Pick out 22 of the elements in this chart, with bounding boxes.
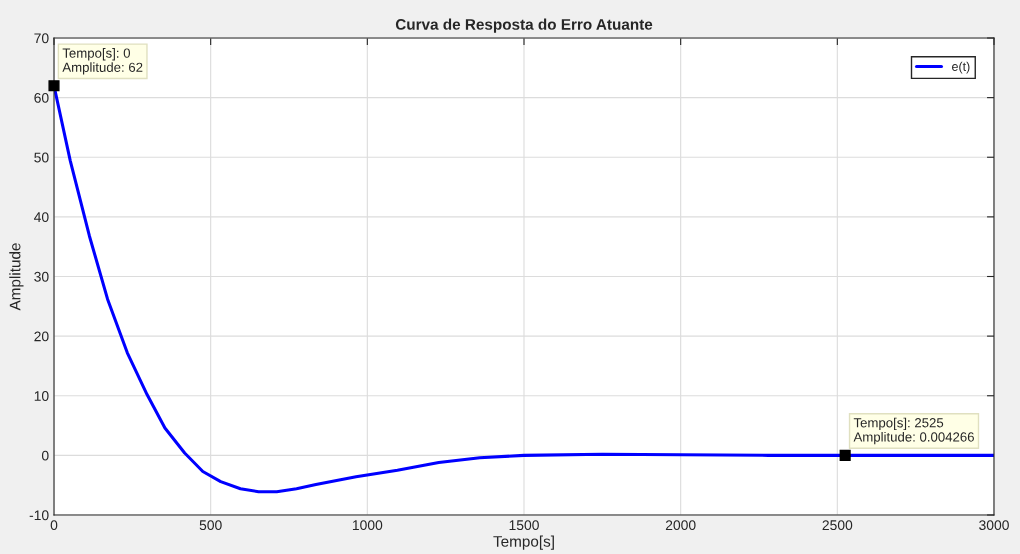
annotation: Tempo[s]: 2525 Amplitude: 0.004266 <box>853 417 974 445</box>
y-axis-title: Amplitude <box>9 243 24 311</box>
y-tick-label: -10 <box>29 510 49 521</box>
y-tick-label: 10 <box>34 391 49 401</box>
legend-label: e(t) <box>952 61 970 74</box>
x-tick-label: 2000 <box>665 520 696 531</box>
x-tick-label: 0 <box>50 520 58 531</box>
x-tick-label: 2500 <box>822 520 853 531</box>
x-tick-label: 500 <box>199 520 222 531</box>
y-tick-label: 50 <box>34 152 49 163</box>
y-tick-label: 30 <box>34 271 49 282</box>
y-tick-label: 40 <box>34 212 49 223</box>
x-axis-title: Tempo[s] <box>493 535 554 550</box>
x-tick-label: 1500 <box>509 520 539 531</box>
y-tick-label: 0 <box>41 450 49 461</box>
y-tick-label: 20 <box>34 331 49 342</box>
x-tick-label: 3000 <box>979 520 1009 531</box>
x-tick-label: 1000 <box>352 520 383 531</box>
chart-title: Curva de Resposta do Erro Atuante <box>395 18 653 33</box>
annotation: Tempo[s]: 0 Amplitude: 62 <box>62 48 143 75</box>
y-tick-label: 60 <box>34 92 49 103</box>
y-tick-label: 70 <box>34 33 49 44</box>
